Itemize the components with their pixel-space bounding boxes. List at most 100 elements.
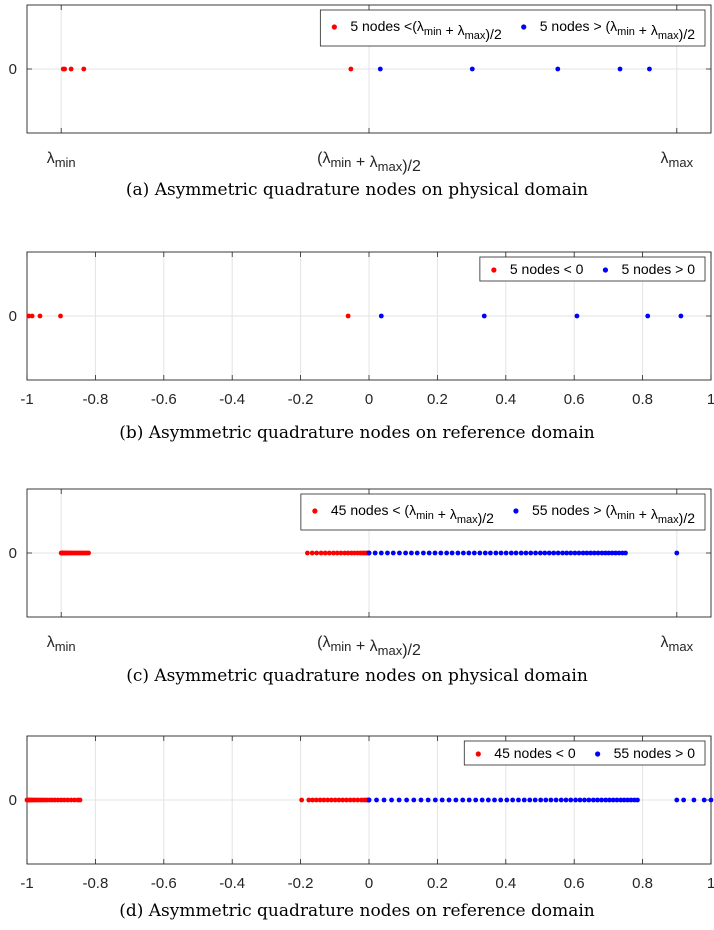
legend-entry: 5 nodes < 0 <box>491 261 584 277</box>
legend: 5 nodes < 0 5 nodes > 0 <box>479 256 706 282</box>
data-point-red <box>325 797 331 803</box>
x-tick-label: -0.8 <box>82 875 108 892</box>
y-tick-label: 0 <box>9 61 17 78</box>
data-point-blue <box>551 550 557 556</box>
data-point-red <box>313 797 319 803</box>
data-point-red <box>29 313 35 319</box>
data-point-red <box>314 550 320 556</box>
data-point-blue <box>488 550 493 556</box>
data-point-red <box>77 797 83 803</box>
data-point-blue <box>481 313 487 319</box>
data-point-blue <box>432 797 438 803</box>
x-tick-label: 1 <box>707 875 714 892</box>
legend-entry: 5 nodes > (λmin + λmax)/2 <box>521 18 695 42</box>
x-tick-label: -0.4 <box>219 391 245 408</box>
legend-label: 55 nodes > (λmin + λmax)/2 <box>532 502 695 526</box>
data-point-red <box>355 797 361 803</box>
x-tick-label: (λmin + λmax)/2 <box>317 634 421 659</box>
data-point-blue <box>453 797 459 803</box>
data-point-blue <box>599 550 605 556</box>
caption: (d) Asymmetric quadrature nodes on refer… <box>119 901 595 921</box>
legend-box <box>300 493 706 531</box>
data-point-red <box>81 66 87 72</box>
legend-entry: 45 nodes < (λmin + λmax)/2 <box>312 502 494 526</box>
x-tick-label: 0.6 <box>564 875 585 892</box>
data-point-blue <box>532 797 538 803</box>
x-tick-label: -1 <box>20 875 33 892</box>
data-point-red <box>318 550 324 556</box>
data-point-blue <box>538 797 544 803</box>
x-tick-label: λmax <box>661 634 694 654</box>
x-tick-label: λmin <box>47 150 76 170</box>
data-point-blue <box>623 550 628 556</box>
legend-entry: 45 nodes < 0 <box>475 745 576 761</box>
data-point-blue <box>533 550 538 556</box>
x-tick-label: (λmin + λmax)/2 <box>317 150 421 175</box>
x-tick-label: 1 <box>707 391 714 408</box>
data-point-blue <box>681 797 687 803</box>
data-point-blue <box>460 550 466 556</box>
data-point-blue <box>378 550 384 556</box>
data-point-blue <box>610 797 616 803</box>
data-point-blue <box>396 797 402 803</box>
data-point-blue <box>602 550 608 556</box>
x-tick-label: -0.2 <box>288 875 314 892</box>
data-point-blue <box>625 797 630 803</box>
x-tick-label: 0.2 <box>427 391 448 408</box>
data-point-blue <box>678 313 684 319</box>
data-point-blue <box>577 797 583 803</box>
data-point-blue <box>584 550 590 556</box>
data-point-blue <box>378 313 384 319</box>
legend-label: 45 nodes < (λmin + λmax)/2 <box>331 502 494 526</box>
x-tick-label: -0.4 <box>219 875 245 892</box>
data-point-blue <box>568 550 574 556</box>
data-point-blue <box>411 797 417 803</box>
data-point-red <box>62 66 68 72</box>
data-point-blue <box>576 550 582 556</box>
data-point-blue <box>614 797 620 803</box>
data-point-blue <box>498 550 504 556</box>
data-point-blue <box>560 550 565 556</box>
data-point-blue <box>645 313 651 319</box>
data-point-blue <box>466 797 472 803</box>
data-point-blue <box>426 550 432 556</box>
data-point-red <box>338 550 344 556</box>
data-point-blue <box>498 797 504 803</box>
x-tick-label: 0.6 <box>564 391 585 408</box>
data-point-red <box>68 797 74 803</box>
chart-panel-3: λmin (λmin + λmax)/2 λmax 0 45 nodes < (λmin… <box>9 488 712 686</box>
legend-label: 5 nodes > 0 <box>621 261 695 277</box>
data-point-blue <box>543 797 549 803</box>
x-tick-label: 0.8 <box>632 391 653 408</box>
caption: (c) Asymmetric quadrature nodes on physi… <box>126 666 588 686</box>
data-point-blue <box>404 797 410 803</box>
legend-label: 5 nodes > (λmin + λmax)/2 <box>540 18 695 42</box>
legend-marker <box>312 508 318 514</box>
data-point-red <box>86 550 91 556</box>
data-point-blue <box>528 550 534 556</box>
data-point-blue <box>647 66 652 72</box>
data-point-blue <box>595 797 600 803</box>
legend-marker <box>475 751 481 757</box>
data-point-blue <box>372 550 378 556</box>
legend-marker <box>331 24 337 30</box>
legend-marker <box>602 267 609 273</box>
data-point-blue <box>444 550 450 556</box>
data-point-blue <box>418 797 424 803</box>
data-point-blue <box>504 797 510 803</box>
data-point-blue <box>628 797 634 803</box>
data-point-blue <box>537 550 543 556</box>
x-tick-label: 0.8 <box>632 875 653 892</box>
data-point-blue <box>691 797 697 803</box>
legend-marker <box>491 267 497 273</box>
data-point-blue <box>432 550 438 556</box>
data-point-blue <box>374 797 379 803</box>
data-point-blue <box>580 550 586 556</box>
data-point-blue <box>439 797 445 803</box>
legend-label: 5 nodes < 0 <box>510 261 584 277</box>
legend-marker <box>521 24 527 30</box>
data-point-blue <box>485 797 491 803</box>
data-point-blue <box>607 797 612 803</box>
y-tick-label: 0 <box>9 308 17 325</box>
